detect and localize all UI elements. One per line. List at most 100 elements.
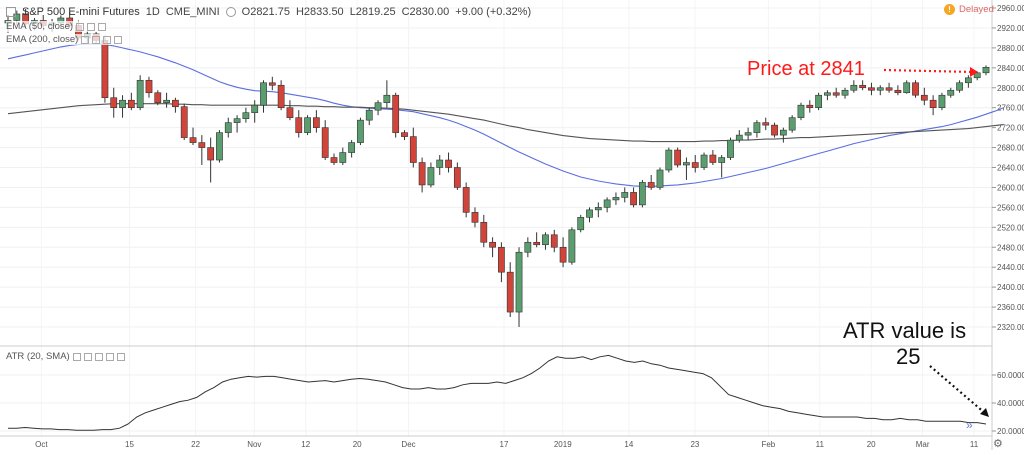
x-tick-label: Feb bbox=[761, 440, 775, 449]
collapse-icon[interactable] bbox=[6, 7, 16, 17]
candle bbox=[832, 87, 840, 98]
settings-icon[interactable] bbox=[94, 352, 103, 361]
candle bbox=[154, 90, 162, 106]
close-icon[interactable] bbox=[105, 352, 114, 361]
candle bbox=[233, 115, 241, 133]
candle-body-up bbox=[938, 94, 946, 108]
candle-body-up bbox=[718, 157, 726, 163]
candle-body-down bbox=[559, 246, 567, 263]
candle-body-down bbox=[674, 149, 682, 166]
atr-line-group bbox=[8, 354, 987, 431]
candle bbox=[224, 117, 232, 138]
y-tick-label: 2480.00 bbox=[997, 243, 1024, 252]
candle bbox=[779, 127, 787, 143]
x-tick-label: Dec bbox=[401, 440, 415, 449]
more-icon[interactable] bbox=[116, 352, 125, 361]
candle-body-down bbox=[268, 82, 276, 86]
candle-body-up bbox=[612, 197, 620, 201]
candle-body-up bbox=[727, 139, 734, 158]
high-value: H2833.50 bbox=[295, 6, 344, 18]
visibility-icon[interactable] bbox=[76, 22, 85, 31]
candle bbox=[339, 147, 347, 166]
candle-body-up bbox=[973, 72, 981, 79]
settings-icon[interactable] bbox=[92, 35, 101, 44]
candle bbox=[119, 95, 126, 118]
more-icon[interactable] bbox=[114, 35, 123, 44]
candle-body-up bbox=[621, 192, 629, 198]
candle bbox=[506, 262, 514, 318]
candle bbox=[594, 202, 602, 218]
candle bbox=[489, 237, 496, 258]
compare-icon[interactable] bbox=[225, 7, 236, 17]
candle-body-up bbox=[815, 94, 822, 108]
candle-body-down bbox=[691, 162, 699, 168]
ema-long-legend[interactable]: EMA (200, close) bbox=[6, 34, 123, 45]
candle-body-up bbox=[788, 117, 796, 131]
chevron-down-icon[interactable] bbox=[72, 352, 81, 361]
candle bbox=[172, 97, 179, 113]
candle-body-down bbox=[101, 40, 109, 99]
candle-body-down bbox=[172, 99, 179, 107]
visibility-icon[interactable] bbox=[81, 35, 90, 44]
candle bbox=[445, 152, 452, 173]
candle bbox=[859, 80, 867, 91]
candle bbox=[180, 103, 188, 141]
candle bbox=[304, 115, 311, 136]
candle-body-down bbox=[445, 159, 452, 168]
candle-body-up bbox=[656, 169, 664, 188]
candle bbox=[647, 174, 655, 190]
candle bbox=[665, 147, 673, 173]
candle bbox=[260, 80, 267, 113]
x-tick-label: 11 bbox=[816, 440, 825, 449]
candle bbox=[127, 92, 135, 111]
candle-body-up bbox=[224, 122, 232, 133]
candle-body-up bbox=[436, 159, 444, 168]
candle-body-down bbox=[647, 182, 655, 188]
ema-short-legend[interactable]: EMA (50, close) bbox=[6, 21, 107, 32]
candle bbox=[110, 87, 118, 118]
candle-body-up bbox=[982, 67, 990, 74]
delayed-badge[interactable]: ! Delayed bbox=[944, 4, 994, 15]
candle bbox=[189, 127, 197, 146]
candle bbox=[947, 87, 955, 98]
candle bbox=[401, 130, 408, 141]
candle-body-up bbox=[427, 167, 435, 186]
candle-body-down bbox=[198, 142, 206, 148]
candle bbox=[956, 80, 963, 93]
candle bbox=[771, 122, 778, 138]
price-annotation: Price at 2841 bbox=[747, 58, 865, 80]
candle-body-down bbox=[145, 79, 153, 94]
interval-label[interactable]: 1D bbox=[145, 6, 160, 18]
atr-axis: 60.0000 40.0000 20.0000 bbox=[992, 371, 1024, 436]
candle bbox=[630, 187, 637, 208]
close-value: C2830.00 bbox=[401, 6, 450, 18]
change-value: +9.00 (+0.32%) bbox=[455, 6, 532, 18]
close-icon[interactable] bbox=[103, 35, 112, 44]
ema-long-label: EMA (200, close) bbox=[6, 34, 79, 45]
candle-body-up bbox=[753, 122, 761, 133]
y-tick-label: 2600.00 bbox=[997, 183, 1024, 192]
x-tick-label: Mar bbox=[916, 440, 930, 449]
candle-body-up bbox=[242, 112, 250, 119]
gear-icon[interactable]: ⚙ bbox=[993, 438, 1003, 450]
visibility-icon[interactable] bbox=[83, 352, 92, 361]
candle bbox=[964, 75, 972, 88]
candle-body-down bbox=[110, 97, 118, 108]
candle bbox=[286, 100, 294, 121]
candle-body-up bbox=[163, 99, 170, 104]
settings-icon[interactable] bbox=[87, 22, 96, 31]
candle bbox=[577, 214, 585, 233]
close-icon[interactable] bbox=[98, 22, 107, 31]
symbol-name[interactable]: S&P 500 E-mini Futures bbox=[22, 6, 140, 18]
atr-legend[interactable]: ATR (20, SMA) bbox=[6, 351, 125, 362]
candle bbox=[365, 107, 373, 126]
candle-body-down bbox=[709, 154, 717, 163]
candle-body-up bbox=[797, 104, 805, 118]
candle-body-up bbox=[304, 117, 311, 133]
x-tick-label: 15 bbox=[125, 440, 134, 449]
candle-body-up bbox=[876, 87, 884, 91]
candle-body-up bbox=[383, 94, 391, 104]
y-tick-label: 2840.00 bbox=[997, 64, 1024, 73]
double-chevron-right-icon[interactable]: » bbox=[966, 418, 973, 432]
candle bbox=[700, 152, 708, 170]
